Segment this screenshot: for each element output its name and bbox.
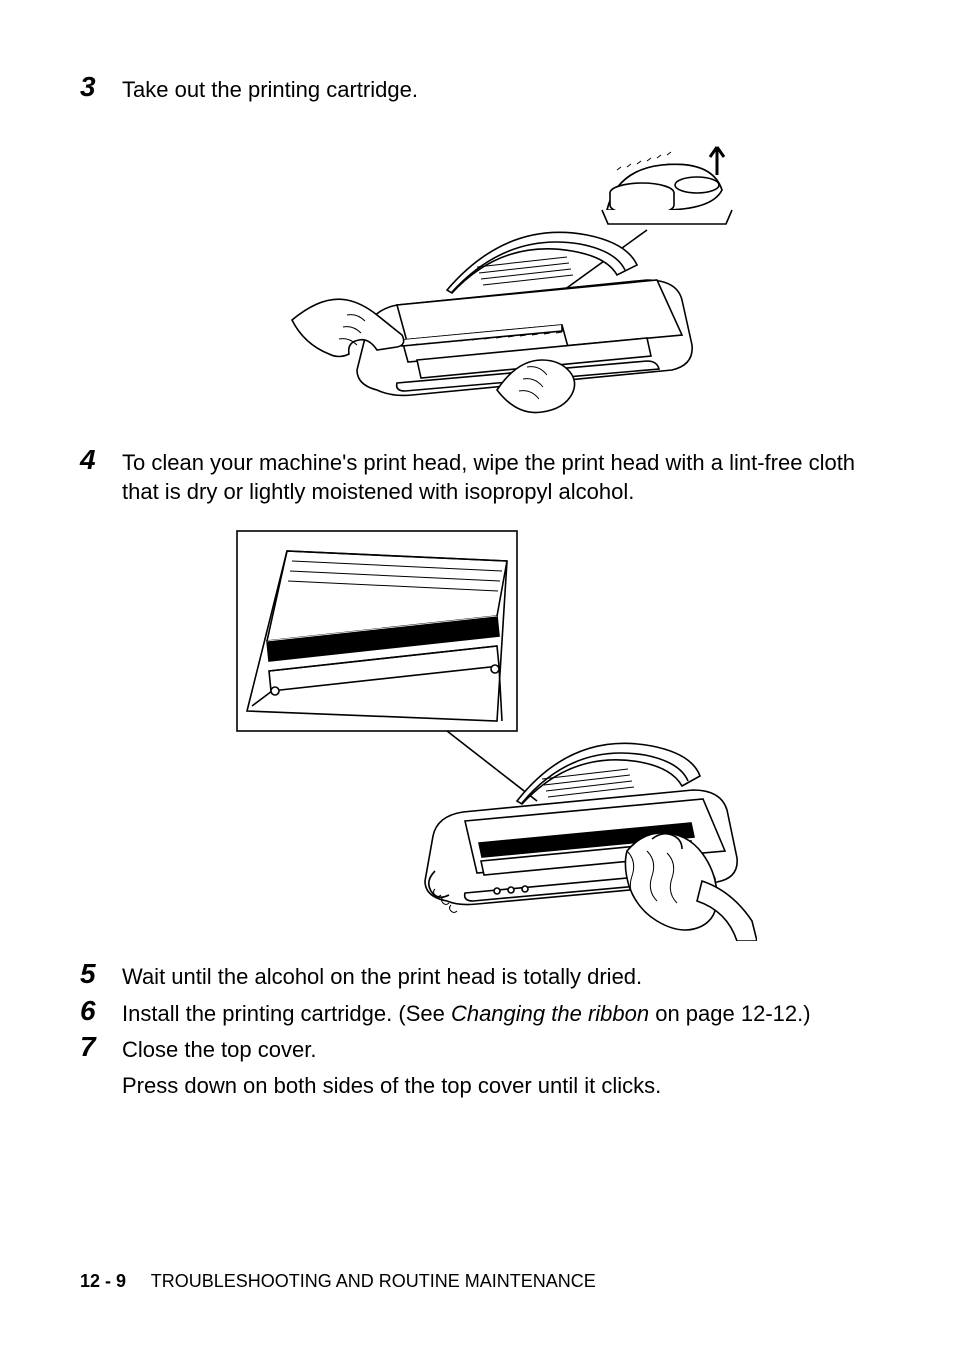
step-6: 6 Install the printing cartridge. (See C…	[80, 996, 874, 1029]
step-text: Close the top cover.	[122, 1032, 316, 1065]
page-footer: 12 - 9 TROUBLESHOOTING AND ROUTINE MAINT…	[80, 1271, 596, 1292]
step-text: Wait until the alcohol on the print head…	[122, 959, 642, 992]
step-number: 3	[80, 72, 122, 103]
step-4: 4 To clean your machine's print head, wi…	[80, 445, 874, 507]
step-7: 7 Close the top cover.	[80, 1032, 874, 1065]
figure-1-svg	[197, 115, 757, 425]
step-text: To clean your machine's print head, wipe…	[122, 445, 874, 507]
figure-2-svg	[197, 521, 757, 941]
step-text: Take out the printing cartridge.	[122, 72, 418, 105]
step-7-subtext: Press down on both sides of the top cove…	[122, 1071, 874, 1101]
step-6-text-b: on page 12-12.)	[649, 1001, 810, 1026]
step-number: 4	[80, 445, 122, 476]
step-text: Install the printing cartridge. (See Cha…	[122, 996, 811, 1029]
step-5: 5 Wait until the alcohol on the print he…	[80, 959, 874, 992]
footer-gap	[131, 1271, 146, 1291]
figure-remove-cartridge	[80, 115, 874, 425]
step-number: 5	[80, 959, 122, 990]
step-3: 3 Take out the printing cartridge.	[80, 72, 874, 105]
step-number: 6	[80, 996, 122, 1027]
cross-reference: Changing the ribbon	[451, 1001, 649, 1026]
footer-page-number: 12 - 9	[80, 1271, 126, 1291]
footer-title: TROUBLESHOOTING AND ROUTINE MAINTENANCE	[151, 1271, 596, 1291]
step-6-text-a: Install the printing cartridge. (See	[122, 1001, 451, 1026]
step-number: 7	[80, 1032, 122, 1063]
page: 3 Take out the printing cartridge.	[0, 0, 954, 1352]
figure-clean-printhead	[80, 521, 874, 941]
